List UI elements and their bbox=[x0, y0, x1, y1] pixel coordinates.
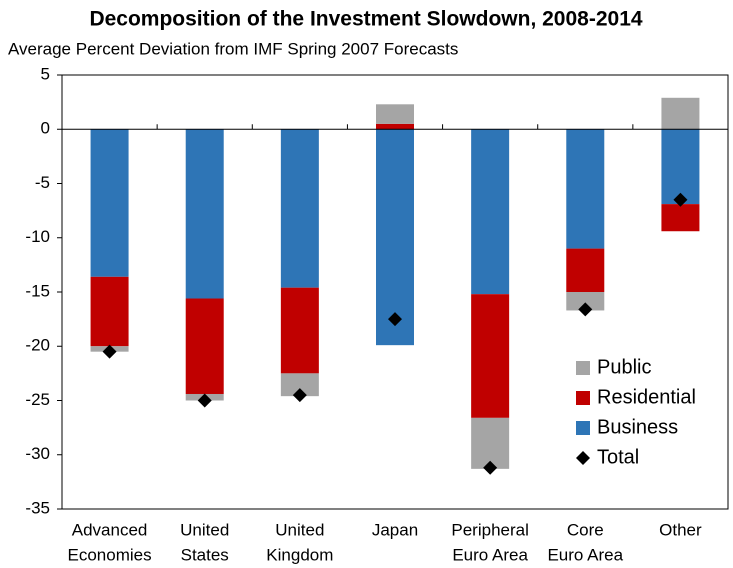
bar-segment bbox=[471, 129, 510, 295]
total-marker bbox=[292, 388, 307, 403]
total-marker bbox=[197, 393, 212, 408]
chart-title: Decomposition of the Investment Slowdown… bbox=[89, 8, 642, 31]
bar-segment bbox=[661, 129, 700, 205]
bar-segment bbox=[376, 104, 414, 124]
x-tick-label: Japan bbox=[372, 520, 418, 539]
bar-segment bbox=[280, 373, 319, 397]
bar-segment bbox=[661, 204, 700, 232]
y-tick-label: -20 bbox=[25, 336, 50, 355]
y-tick-label: -5 bbox=[35, 173, 50, 192]
x-tick-label: Peripheral bbox=[451, 520, 529, 539]
y-tick-label: -10 bbox=[25, 227, 50, 246]
y-tick-label: 5 bbox=[41, 64, 50, 83]
chart-subtitle: Average Percent Deviation from IMF Sprin… bbox=[8, 39, 458, 58]
x-tick-label: States bbox=[181, 545, 229, 564]
legend-label: Residential bbox=[597, 386, 696, 408]
plot-frame bbox=[61, 74, 729, 510]
total-marker bbox=[673, 192, 688, 207]
total-marker bbox=[388, 312, 402, 327]
total-marker bbox=[483, 460, 498, 475]
legend-marker bbox=[576, 451, 590, 465]
x-tick-label: United bbox=[275, 520, 324, 539]
x-tick-label: Core bbox=[567, 520, 604, 539]
bar-segment bbox=[185, 129, 224, 299]
bar-segment bbox=[471, 294, 510, 418]
y-tick-label: -30 bbox=[25, 444, 50, 463]
bar-segment bbox=[376, 129, 414, 346]
x-tick-label: Euro Area bbox=[547, 545, 623, 564]
legend-swatch bbox=[576, 361, 590, 375]
x-tick-label: Economies bbox=[68, 545, 152, 564]
bar-segment bbox=[90, 129, 129, 277]
bar-segment bbox=[566, 129, 605, 249]
y-tick-label: -35 bbox=[25, 498, 50, 517]
y-tick-label: -15 bbox=[25, 281, 50, 300]
bar-segment bbox=[90, 276, 129, 347]
bar-segment bbox=[185, 298, 224, 394]
legend-label: Business bbox=[597, 416, 678, 438]
x-tick-label: Euro Area bbox=[452, 545, 528, 564]
y-tick-label: 0 bbox=[41, 119, 50, 138]
x-tick-label: Advanced bbox=[72, 520, 148, 539]
legend-label: Public bbox=[597, 356, 651, 378]
total-marker bbox=[102, 344, 117, 359]
total-marker bbox=[578, 302, 593, 317]
x-tick-label: United bbox=[180, 520, 229, 539]
bar-segment bbox=[661, 97, 700, 130]
bar-segment bbox=[471, 417, 510, 469]
x-tick-label: Kingdom bbox=[266, 545, 333, 564]
bar-segment bbox=[566, 292, 605, 311]
bar-segment bbox=[376, 123, 414, 130]
bar-segment bbox=[280, 129, 319, 288]
bar-segment bbox=[566, 248, 605, 292]
y-tick-label: -25 bbox=[25, 390, 50, 409]
legend-label: Total bbox=[597, 446, 639, 468]
legend-swatch bbox=[576, 391, 590, 405]
bar-segment bbox=[280, 287, 319, 374]
legend-swatch bbox=[576, 421, 590, 435]
x-tick-label: Other bbox=[659, 520, 702, 539]
